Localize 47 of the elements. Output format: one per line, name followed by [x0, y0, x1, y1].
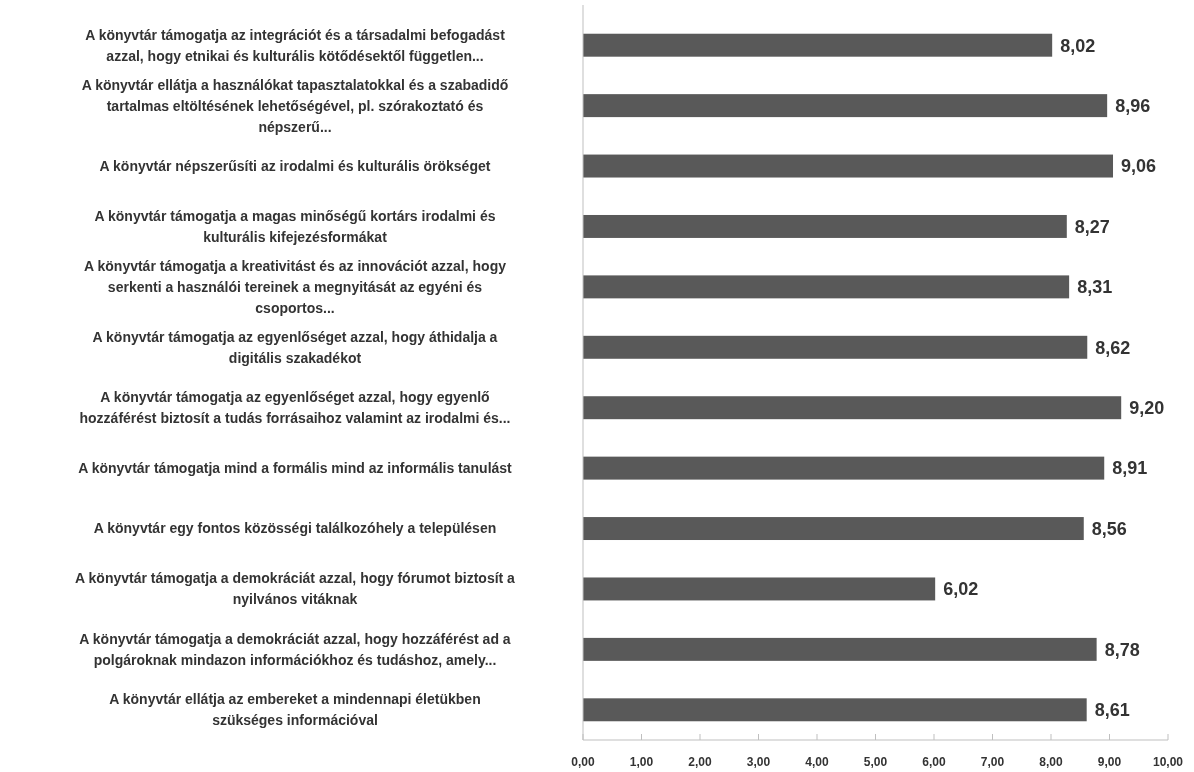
- bar: [583, 517, 1084, 541]
- bar: [583, 33, 1053, 57]
- y-tick-label: A könyvtár támogatja a demokráciát azzal, hogy fórumot biztosít a nyilvános vitáknak: [75, 570, 516, 608]
- data-label: 8,56: [1091, 518, 1127, 539]
- bar: [583, 637, 1097, 661]
- x-tick-label: 10,00: [1152, 755, 1184, 769]
- data-label: 6,02: [943, 579, 979, 600]
- x-tick-label: 1,00: [629, 755, 654, 769]
- bar: [583, 698, 1087, 722]
- data-label: 8,61: [1094, 700, 1130, 721]
- data-label: 9,20: [1129, 398, 1165, 419]
- y-tick-label: A könyvtár támogatja mind a formális mind az informális tanulást: [78, 460, 513, 477]
- x-tick-label: 3,00: [746, 755, 771, 769]
- y-tick-label: A könyvtár ellátja az embereket a mindennapi életükben szükséges információval: [109, 691, 481, 729]
- y-tick-label: A könyvtár támogatja a magas minőségű kortárs irodalmi és kulturális kifejezésformákat: [94, 207, 496, 245]
- x-tick-label: 0,00: [571, 755, 595, 769]
- bar: [583, 335, 1088, 359]
- x-tick-label: 9,00: [1097, 755, 1122, 769]
- x-tick-label: 4,00: [805, 755, 829, 769]
- x-tick-label: 2,00: [688, 755, 712, 769]
- x-tick-label: 6,00: [922, 755, 946, 769]
- data-label: 8,31: [1077, 277, 1113, 298]
- bar: [583, 214, 1067, 238]
- data-label: 8,78: [1104, 639, 1140, 660]
- x-tick-label: 7,00: [980, 755, 1005, 769]
- data-label: 8,27: [1074, 216, 1110, 237]
- y-tick-label: A könyvtár népszerűsíti az irodalmi és kulturális örökséget: [99, 157, 491, 174]
- data-label: 8,96: [1115, 95, 1151, 116]
- data-label: 8,91: [1112, 458, 1148, 479]
- bar: [583, 396, 1122, 420]
- x-tick-label: 8,00: [1039, 755, 1063, 769]
- y-tick-label: A könyvtár támogatja a kreativitást és az innovációt azzal, hogy serkenti a használói tereinek a megnyitását az egyéni és csoportos...: [84, 257, 507, 316]
- data-label: 8,62: [1095, 337, 1131, 358]
- data-label: 9,06: [1121, 156, 1157, 177]
- x-tick-label: 5,00: [863, 755, 888, 769]
- bar: [583, 94, 1108, 118]
- y-tick-label: A könyvtár támogatja az integrációt és a társadalmi befogadást azzal, hogy etnikai és kulturális kötődésektől független...: [85, 26, 506, 64]
- y-tick-label: A könyvtár ellátja a használókat tapasztalatokkal és a szabadidő tartalmas eltöltésének lehetőségével, pl. szórakoztató és népszerű...: [81, 76, 509, 135]
- y-tick-label: A könyvtár támogatja a demokráciát azzal, hogy hozzáférést ad a polgároknak mindazon információkhoz és tudáshoz, amely...: [79, 630, 511, 668]
- data-label: 8,02: [1060, 35, 1096, 56]
- y-tick-label: A könyvtár egy fontos közösségi találkozóhely a településen: [93, 520, 497, 537]
- bar: [583, 154, 1114, 178]
- bar: [583, 577, 936, 601]
- bar: [583, 456, 1105, 480]
- bar: [583, 275, 1070, 299]
- y-tick-label: A könyvtár támogatja az egyenlőséget azzal, hogy egyenlő hozzáférést biztosít a tudás forrásaihoz valamint az irodalmi és...: [79, 389, 511, 427]
- y-tick-label: A könyvtár támogatja az egyenlőséget azzal, hogy áthidalja a digitális szakadékot: [92, 328, 498, 366]
